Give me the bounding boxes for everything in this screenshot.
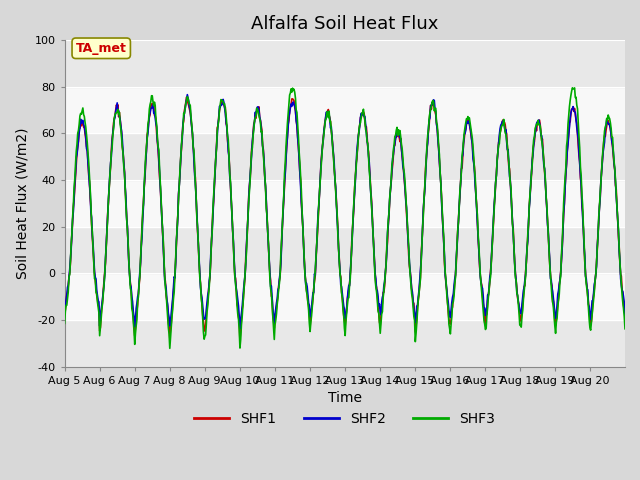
- SHF3: [279, 205, 287, 211]
- X-axis label: Time: Time: [328, 391, 362, 405]
- SHF3: [166, 346, 173, 351]
- SHF3: [435, 144, 442, 149]
- Bar: [65, 320, 625, 367]
- SHF3: [230, 260, 238, 266]
- SHF3: [403, 220, 411, 226]
- Text: TA_met: TA_met: [76, 42, 127, 55]
- SHF2: [280, 193, 287, 199]
- Bar: [65, 227, 625, 273]
- SHF3: [621, 326, 629, 332]
- SHF1: [404, 235, 412, 240]
- SHF3: [258, 128, 266, 134]
- Bar: [65, 87, 625, 133]
- SHF1: [436, 159, 444, 165]
- SHF2: [230, 256, 238, 262]
- SHF1: [230, 257, 238, 263]
- Line: SHF1: SHF1: [65, 97, 625, 340]
- SHF1: [621, 311, 629, 316]
- SHF3: [61, 321, 68, 326]
- SHF3: [127, 285, 134, 291]
- Bar: [65, 133, 625, 180]
- SHF2: [127, 281, 134, 287]
- Bar: [65, 180, 625, 227]
- SHF1: [183, 94, 191, 100]
- SHF2: [236, 326, 244, 332]
- SHF2: [436, 159, 444, 165]
- SHF2: [404, 237, 412, 242]
- Legend: SHF1, SHF2, SHF3: SHF1, SHF2, SHF3: [189, 407, 500, 432]
- Line: SHF3: SHF3: [65, 88, 625, 348]
- Title: Alfalfa Soil Heat Flux: Alfalfa Soil Heat Flux: [251, 15, 438, 33]
- SHF2: [259, 143, 266, 149]
- Line: SHF2: SHF2: [65, 95, 625, 329]
- Bar: [65, 273, 625, 320]
- SHF1: [61, 312, 68, 317]
- SHF3: [568, 85, 576, 91]
- Y-axis label: Soil Heat Flux (W/m2): Soil Heat Flux (W/m2): [15, 128, 29, 279]
- Bar: [65, 40, 625, 87]
- SHF1: [236, 337, 244, 343]
- SHF2: [621, 312, 629, 318]
- SHF1: [259, 143, 266, 148]
- SHF1: [127, 280, 134, 286]
- SHF2: [61, 306, 68, 312]
- SHF1: [280, 197, 287, 203]
- SHF2: [184, 92, 191, 97]
